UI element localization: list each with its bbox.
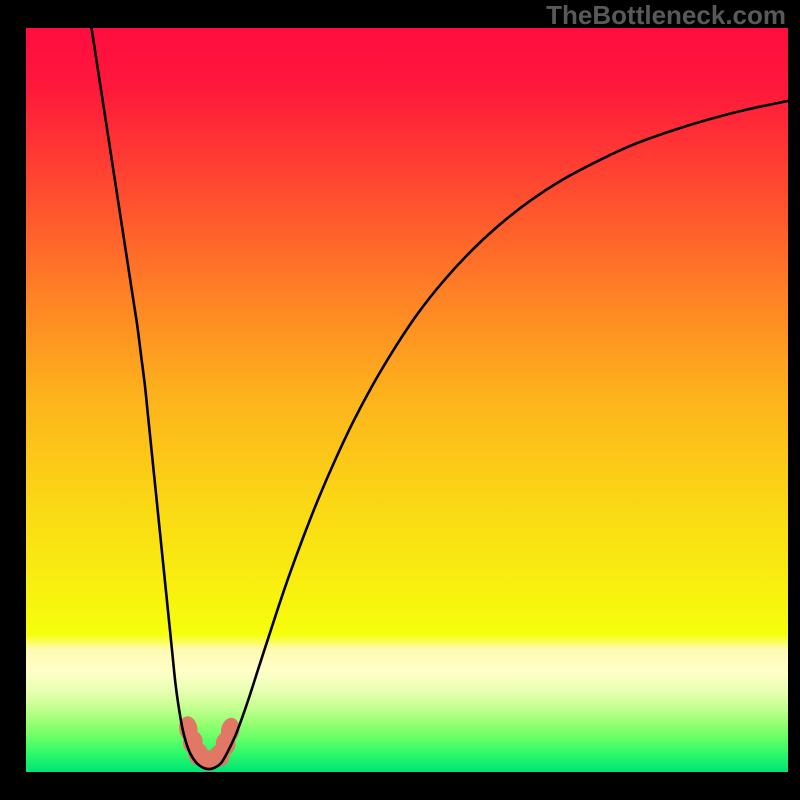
bottleneck-chart bbox=[0, 0, 800, 800]
watermark-text: TheBottleneck.com bbox=[546, 0, 786, 31]
gradient-background bbox=[26, 28, 788, 772]
